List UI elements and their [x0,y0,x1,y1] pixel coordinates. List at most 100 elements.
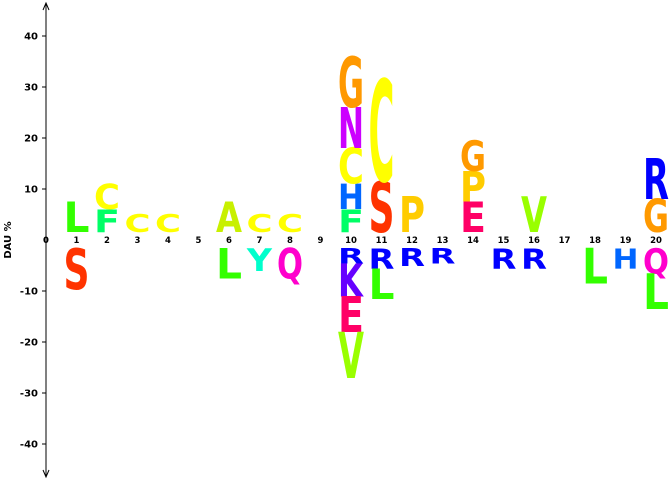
x-tick-label: 17 [559,236,571,246]
svg-text:G: G [338,43,364,124]
svg-text:C: C [94,177,120,218]
residue-K: K [338,256,364,308]
y-axis-arrow-top [42,1,50,11]
svg-text:P: P [399,187,425,244]
svg-text:V: V [521,187,547,244]
svg-text:L: L [369,260,395,309]
residue-E: E [338,288,364,345]
residue-H: H [338,176,364,217]
x-tick-label: 2 [104,236,110,246]
svg-text:S: S [64,238,90,303]
residue-C: C [277,210,303,238]
residue-L: L [64,193,90,242]
svg-text:R: R [369,243,395,275]
residue-R: R [399,243,425,271]
x-tick-label: 8 [287,236,293,246]
svg-text:C: C [369,52,395,215]
residue-C: C [247,210,273,238]
svg-text:E: E [460,194,486,242]
y-axis: 40 30 20 10 -10 -20 -30 -40 [20,1,50,479]
svg-text:F: F [338,204,364,240]
svg-text:P: P [460,164,486,213]
residue-Y: Y [246,241,273,278]
y-tick-label: 30 [24,83,38,94]
residue-A: A [216,193,243,242]
x-tick-label: 3 [135,236,141,246]
x-tick-label: 0 [43,236,49,246]
y-tick-label: -40 [20,440,38,451]
residue-S: S [64,238,90,303]
svg-text:V: V [338,319,364,393]
residue-Q: Q [277,240,303,289]
x-tick-label: 10 [345,236,357,246]
x-tick-label: 15 [498,236,510,246]
x-tick-label: 9 [318,236,324,246]
residue-G: G [460,132,486,181]
svg-text:N: N [338,96,364,162]
residue-P: P [399,187,425,244]
residue-C: C [155,210,181,238]
residue-Q: Q [643,242,669,282]
y-axis-title: DAU % [3,221,14,258]
svg-text:L: L [643,264,669,322]
x-tick-label: 16 [528,236,540,246]
residue-L: L [643,264,669,322]
svg-text:R: R [521,243,547,275]
svg-text:L: L [216,240,242,289]
svg-text:Y: Y [246,241,273,278]
x-tick-label: 14 [467,236,479,246]
svg-text:F: F [94,204,120,240]
x-tick-label: 4 [165,236,171,246]
svg-text:A: A [216,193,243,242]
residue-C: C [125,210,151,238]
residue-L: L [369,260,395,309]
svg-text:G: G [643,191,669,243]
residue-E: E [460,194,486,242]
x-tick-label: 13 [437,236,449,246]
residue-S: S [369,168,395,250]
residue-C: C [369,52,395,215]
svg-text:E: E [338,288,364,345]
x-tick-label: 1 [74,236,80,246]
residue-L: L [582,238,608,296]
svg-text:L: L [582,238,608,296]
svg-text:S: S [369,168,395,250]
y-tick-label: -10 [20,287,38,298]
y-tick-label: -20 [20,338,38,349]
y-tick-label: 40 [24,32,38,43]
x-tick-label: 18 [589,236,601,246]
residue-L: L [216,240,242,289]
svg-text:H: H [613,243,639,275]
x-tick-label: 20 [650,236,662,246]
svg-text:R: R [430,244,456,269]
residue-N: N [338,96,364,162]
x-tick-label: 7 [257,236,263,246]
x-tick-label: 12 [406,236,418,246]
svg-text:C: C [247,210,273,238]
y-tick-label: 10 [24,185,38,196]
svg-text:Q: Q [643,242,669,282]
svg-text:H: H [338,176,364,217]
svg-text:C: C [338,139,364,196]
svg-text:Q: Q [277,240,303,289]
residue-C: C [338,139,364,196]
residue-G: G [338,43,364,124]
residue-G: G [643,191,669,243]
residue-R: R [643,147,669,212]
x-axis: 0 1 2 3 4 5 6 7 8 9 10 11 12 13 14 15 16 17 18 19 20 [43,236,662,246]
svg-text:L: L [64,193,90,242]
x-tick-label: 11 [376,236,388,246]
y-tick-label: -30 [20,389,38,400]
x-tick-label: 5 [196,236,202,246]
residue-P: P [460,164,486,213]
svg-text:K: K [338,256,364,308]
residue-F: F [94,204,120,240]
y-tick-label: 20 [24,134,38,145]
residue-V: V [338,319,364,393]
residue-R: R [430,244,456,269]
residue-R: R [491,243,517,275]
residue-F: F [338,204,364,240]
svg-text:R: R [643,147,669,212]
residue-H: H [613,243,639,275]
